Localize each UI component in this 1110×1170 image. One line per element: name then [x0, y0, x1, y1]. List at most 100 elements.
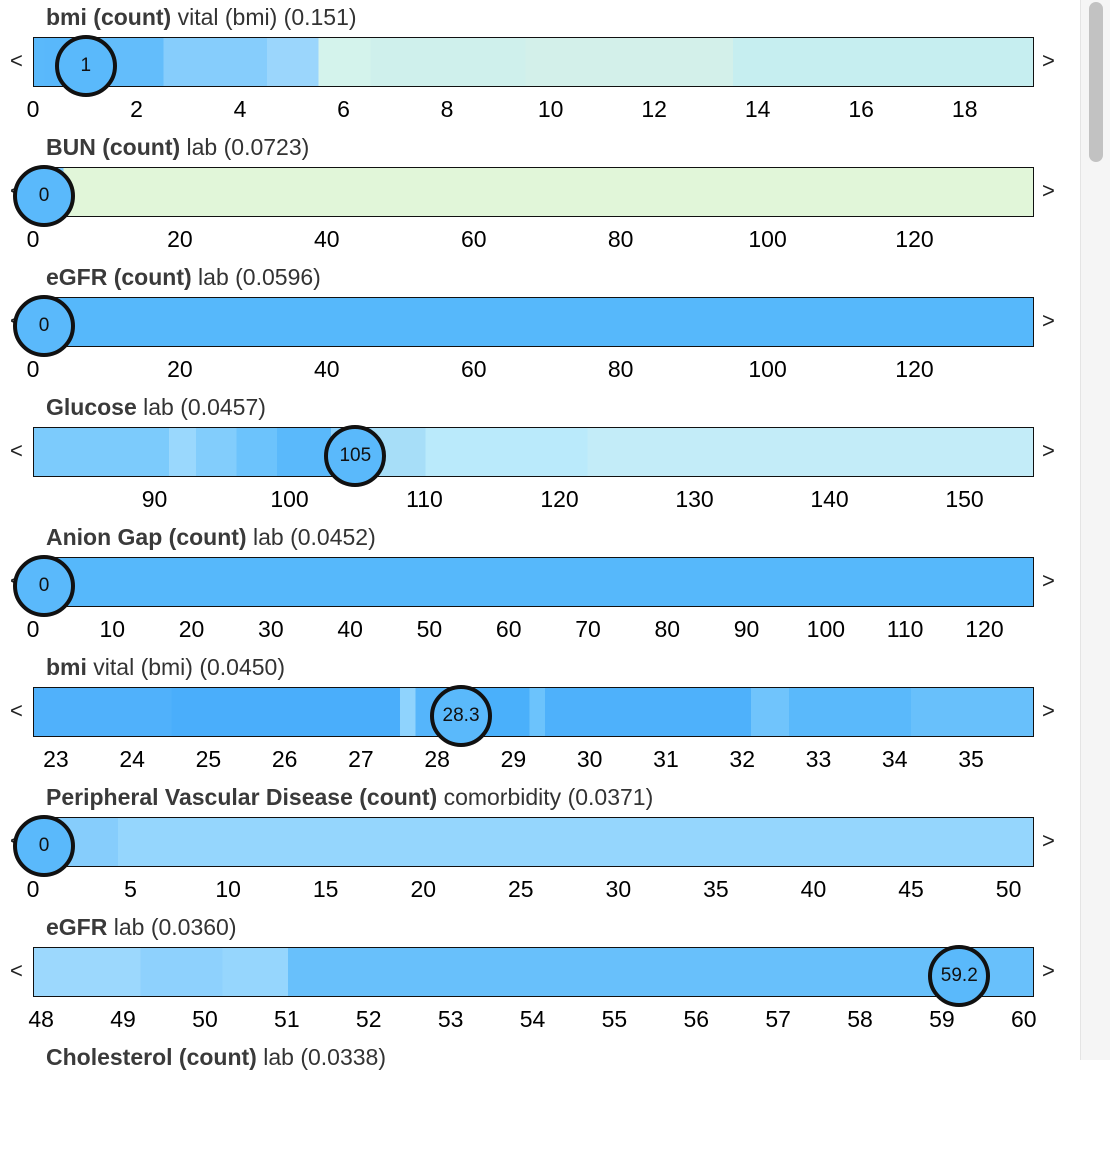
feature-name: eGFR (count) — [46, 264, 192, 290]
feature-category: comorbidity — [443, 784, 562, 810]
axis-tick-label: 27 — [348, 746, 374, 772]
value-heatmap-bar[interactable] — [33, 167, 1034, 217]
vertical-scrollbar[interactable] — [1080, 0, 1110, 1060]
feature-category: lab — [252, 524, 284, 550]
next-value-arrow[interactable]: > — [1042, 698, 1055, 723]
feature-score: (0.0450) — [199, 654, 286, 680]
feature-row: bmi vital (bmi) (0.0450) < >23 24 25 26 27 28 29… — [0, 650, 1078, 780]
axis-tick-label: 50 — [995, 876, 1022, 902]
feature-score: (0.0457) — [180, 394, 266, 420]
value-heatmap-bar[interactable] — [33, 557, 1034, 607]
next-value-arrow[interactable]: > — [1042, 958, 1055, 983]
axis-tick-label: 28 — [424, 746, 450, 772]
axis-tick-label: 35 — [703, 876, 729, 902]
axis-tick-label: 20 — [410, 876, 437, 902]
value-heatmap-bar[interactable] — [33, 817, 1034, 867]
next-value-arrow[interactable]: > — [1042, 828, 1055, 853]
axis-tick-label: 32 — [729, 746, 755, 772]
axis-tick-label: 8 — [440, 96, 454, 122]
feature-name: Peripheral Vascular Disease (count) — [46, 784, 438, 810]
current-value-marker[interactable]: 0 — [13, 815, 75, 877]
feature-row: eGFR lab (0.0360) < >48 49 50 51 52 53 54 55 56 57 5… — [0, 910, 1078, 1040]
feature-title: Cholesterol (count) lab (0.0338) — [46, 1044, 386, 1071]
feature-category: lab — [263, 1044, 294, 1070]
axis-tick-label: 24 — [119, 746, 145, 772]
axis-tick-label: 0 — [26, 96, 40, 122]
axis-tick-label: 40 — [800, 876, 827, 902]
axis-tick-label: 110 — [406, 486, 443, 512]
axis-tick-label: 55 — [601, 1006, 628, 1032]
axis-tick-label: 52 — [355, 1006, 382, 1032]
feature-title: Glucose lab (0.0457) — [46, 394, 266, 421]
axis-tick-label: 25 — [507, 876, 534, 902]
axis-tick-label: 54 — [519, 1006, 546, 1032]
prev-value-arrow[interactable]: < — [10, 698, 23, 723]
axis-tick-label: 110 — [886, 616, 924, 642]
next-value-arrow[interactable]: > — [1042, 308, 1055, 333]
axis-tick-label: 120 — [895, 226, 934, 252]
axis-tick-label: 60 — [495, 616, 522, 642]
current-value-marker[interactable]: 105 — [324, 425, 387, 487]
feature-name: BUN (count) — [46, 134, 181, 160]
value-heatmap-bar[interactable] — [33, 37, 1034, 87]
axis-tick-label: 150 — [945, 486, 984, 512]
axis-tick-label: 26 — [271, 746, 298, 772]
prev-value-arrow[interactable]: < — [10, 48, 23, 73]
axis-tick-label: 30 — [576, 746, 603, 772]
current-value-marker[interactable]: 0 — [13, 555, 75, 617]
next-value-arrow[interactable]: > — [1042, 438, 1055, 463]
feature-score: (0.0360) — [150, 914, 237, 940]
axis-tick-label: 25 — [195, 746, 222, 772]
value-heatmap-bar[interactable] — [33, 947, 1034, 997]
next-value-arrow[interactable]: > — [1042, 178, 1055, 203]
prev-value-arrow[interactable]: < — [10, 958, 23, 983]
axis-tick-label: 100 — [806, 616, 846, 642]
next-value-arrow[interactable]: > — [1042, 48, 1055, 73]
axis-tick-label: 58 — [847, 1006, 873, 1032]
scrollbar-thumb[interactable] — [1089, 2, 1103, 162]
axis-tick-label: 20 — [178, 616, 205, 642]
axis-tick-label: 80 — [607, 226, 634, 252]
current-value-marker[interactable]: 59.2 — [928, 945, 991, 1007]
axis-tick-label: 0 — [26, 616, 40, 642]
current-value-marker[interactable]: 0 — [13, 295, 75, 357]
feature-title: bmi (count) vital (bmi) (0.151) — [46, 4, 357, 31]
feature-category: lab — [198, 264, 229, 290]
feature-score: (0.0371) — [567, 784, 654, 810]
value-heatmap-bar[interactable] — [33, 427, 1034, 477]
feature-category: lab — [143, 394, 174, 420]
feature-score: (0.0596) — [235, 264, 321, 290]
axis-tick-label: 5 — [124, 876, 137, 902]
value-heatmap-bar[interactable] — [33, 687, 1034, 737]
feature-title: eGFR (count) lab (0.0596) — [46, 264, 321, 291]
next-value-arrow[interactable]: > — [1042, 568, 1055, 593]
axis-tick-label: 12 — [641, 96, 667, 122]
axis-tick-label: 30 — [258, 616, 284, 642]
feature-category: vital (bmi) — [93, 654, 193, 680]
axis-tick-label: 53 — [437, 1006, 464, 1032]
axis-tick-label: 90 — [733, 616, 760, 642]
value-heatmap-bar[interactable] — [33, 297, 1034, 347]
axis-tick-label: 16 — [848, 96, 874, 122]
axis-tick-label: 10 — [99, 616, 126, 642]
axis-tick-label: 60 — [1011, 1006, 1037, 1032]
axis-tick-label: 15 — [312, 876, 339, 902]
axis-tick-label: 51 — [274, 1006, 300, 1032]
axis-tick-label: 4 — [233, 96, 247, 122]
current-value-marker[interactable]: 28.3 — [430, 685, 493, 747]
axis-tick-label: 34 — [881, 746, 908, 772]
prev-value-arrow[interactable]: < — [10, 438, 23, 463]
feature-name: bmi (count) — [46, 4, 172, 30]
feature-row: eGFR (count) lab (0.0596)<>0204060801001… — [0, 260, 1078, 390]
current-value-marker[interactable]: 0 — [13, 165, 75, 227]
axis-tick-label: 45 — [898, 876, 924, 902]
feature-category: vital (bmi) — [177, 4, 278, 30]
axis-tick-label: 70 — [575, 616, 601, 642]
axis-tick-label: 40 — [337, 616, 363, 642]
feature-title: eGFR lab (0.0360) — [46, 914, 237, 941]
axis-tick-label: 80 — [607, 356, 634, 382]
axis-tick-label: 48 — [28, 1006, 54, 1032]
axis-tick-label: 140 — [810, 486, 849, 512]
axis-tick-label: 40 — [314, 226, 340, 252]
current-value-marker[interactable]: 1 — [54, 35, 117, 97]
